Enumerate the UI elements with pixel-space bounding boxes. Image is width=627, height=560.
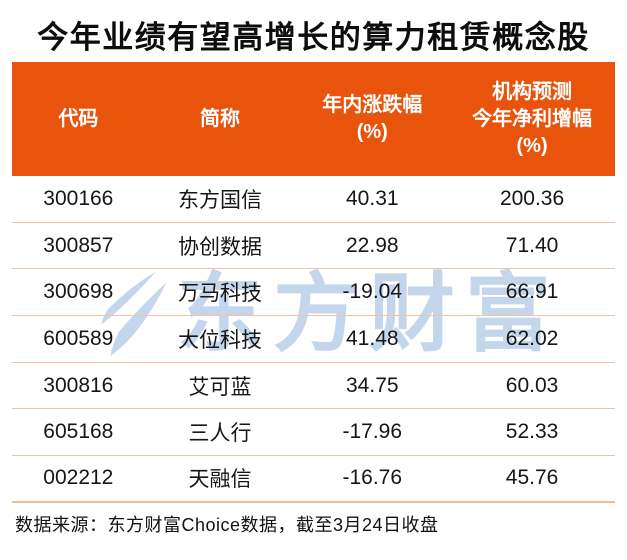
column-header-code: 代码 bbox=[58, 107, 99, 130]
page-title: 今年业绩有望高增长的算力租赁概念股 bbox=[37, 20, 590, 55]
cell-ytd: -17.96 bbox=[342, 420, 403, 444]
cell-name: 艾可蓝 bbox=[188, 375, 252, 399]
table-row: 600589 大位科技 41.48 62.02 bbox=[12, 316, 615, 363]
cell-forecast: 200.36 bbox=[499, 186, 565, 210]
cell-code: 300166 bbox=[43, 186, 114, 210]
cell-ytd: 22.98 bbox=[346, 233, 399, 257]
cell-name: 三人行 bbox=[188, 422, 252, 446]
cell-code: 600589 bbox=[43, 326, 114, 350]
cell-ytd: 41.48 bbox=[346, 326, 399, 350]
stocks-table: 代码 简称 年内涨跌幅 (%) 机构预测 今年净利增幅 (%) 300166 东… bbox=[12, 62, 615, 503]
column-header-forecast: 机构预测 今年净利增幅 (%) bbox=[472, 80, 593, 157]
cell-name: 万马科技 bbox=[178, 282, 263, 306]
table-row: 300816 艾可蓝 34.75 60.03 bbox=[12, 363, 615, 410]
cell-ytd: 40.31 bbox=[346, 186, 399, 210]
cell-code: 300857 bbox=[43, 233, 114, 257]
cell-name: 协创数据 bbox=[178, 235, 263, 259]
cell-forecast: 66.91 bbox=[505, 280, 559, 304]
cell-code: 300816 bbox=[43, 373, 114, 397]
column-header-name: 简称 bbox=[200, 107, 241, 130]
cell-code: 300698 bbox=[43, 280, 114, 304]
table-row: 300698 万马科技 -19.04 66.91 bbox=[12, 269, 615, 317]
cell-forecast: 62.02 bbox=[505, 326, 559, 350]
column-header-ytd: 年内涨跌幅 (%) bbox=[322, 94, 423, 143]
cell-name: 天融信 bbox=[188, 468, 252, 492]
cell-code: 605168 bbox=[43, 420, 114, 444]
cell-name: 大位科技 bbox=[178, 328, 263, 352]
cell-ytd: 34.75 bbox=[346, 373, 399, 397]
data-source-note: 数据来源：东方财富Choice数据，截至3月24日收盘 bbox=[15, 515, 439, 535]
cell-ytd: -19.04 bbox=[342, 280, 403, 304]
cell-forecast: 52.33 bbox=[505, 420, 559, 444]
table-row: 300857 协创数据 22.98 71.40 bbox=[12, 223, 615, 270]
cell-forecast: 71.40 bbox=[505, 233, 559, 257]
cell-ytd: -16.76 bbox=[342, 466, 403, 490]
cell-name: 东方国信 bbox=[178, 188, 263, 212]
table-row: 002212 天融信 -16.76 45.76 bbox=[12, 456, 615, 503]
table-header-row: 代码 简称 年内涨跌幅 (%) 机构预测 今年净利增幅 (%) bbox=[12, 62, 615, 176]
table-row: 605168 三人行 -17.96 52.33 bbox=[12, 409, 615, 457]
cell-forecast: 45.76 bbox=[505, 466, 559, 490]
table-row: 300166 东方国信 40.31 200.36 bbox=[12, 176, 615, 223]
table-body: 300166 东方国信 40.31 200.36 300857 协创数据 22.… bbox=[12, 176, 615, 503]
cell-forecast: 60.03 bbox=[505, 373, 559, 397]
cell-code: 002212 bbox=[43, 466, 114, 490]
